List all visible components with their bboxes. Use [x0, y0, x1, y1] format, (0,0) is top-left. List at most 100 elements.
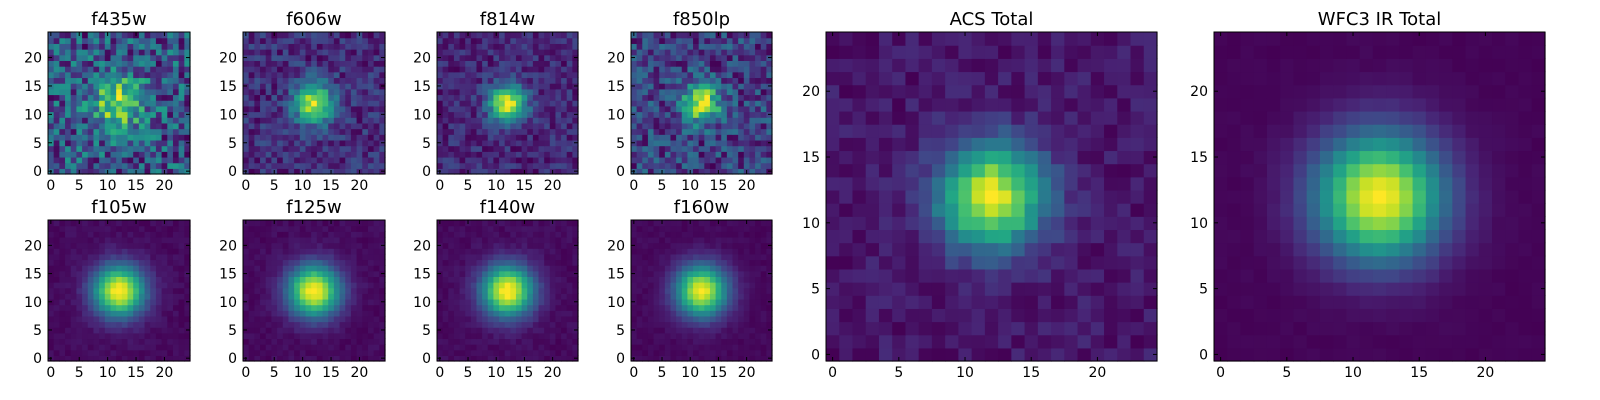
heatmap-cell [138, 145, 146, 152]
heatmap-cell [465, 270, 472, 277]
heatmap-cell [572, 77, 579, 84]
heatmap-cell [437, 236, 444, 244]
heatmap-cell [305, 66, 312, 73]
heatmap-cell [636, 349, 643, 356]
heatmap-cell [532, 100, 540, 107]
heatmap-cell [704, 88, 711, 96]
heatmap-cell [248, 236, 255, 244]
heatmap-cell [367, 270, 375, 277]
heatmap-cell [248, 265, 255, 272]
heatmap-cell [350, 332, 358, 340]
heatmap-cell [738, 94, 745, 101]
heatmap-cell [555, 168, 562, 175]
heatmap-cell [305, 321, 312, 328]
heatmap-cell [93, 168, 100, 175]
heatmap-cell [515, 355, 523, 362]
heatmap-cell [532, 349, 540, 356]
heatmap-cell [288, 66, 295, 73]
heatmap-cell [642, 327, 649, 334]
heatmap-cell [442, 162, 449, 169]
heatmap-cell [465, 66, 472, 73]
heatmap-cell [65, 355, 72, 362]
heatmap-cell [738, 162, 745, 169]
heatmap-cell [178, 321, 185, 328]
heatmap-cell [510, 54, 517, 61]
heatmap-cell [345, 37, 352, 44]
heatmap-cell [493, 145, 500, 152]
heatmap-cell [510, 327, 517, 334]
heatmap-cell [670, 111, 677, 118]
heatmap-cell [248, 77, 255, 84]
heatmap-cell [453, 105, 461, 113]
heatmap-cell [121, 259, 129, 266]
heatmap-cell [138, 122, 146, 130]
heatmap-cell [437, 66, 444, 73]
heatmap-cell [367, 162, 375, 169]
heatmap-cell [356, 43, 363, 50]
heatmap-cell [265, 94, 272, 101]
heatmap-cell [653, 332, 660, 340]
heatmap-cell [271, 77, 278, 84]
heatmap-cell [99, 248, 106, 255]
heatmap-cell [322, 32, 329, 39]
heatmap-cell [311, 168, 318, 175]
heatmap-cell [465, 145, 472, 152]
heatmap-cell [299, 293, 307, 300]
heatmap-cell [282, 71, 290, 79]
heatmap-cell [99, 236, 106, 244]
heatmap-cell [465, 231, 472, 238]
heatmap-cell [104, 298, 112, 306]
heatmap-cell [277, 355, 284, 362]
heatmap-cell [532, 253, 540, 261]
heatmap-cell [155, 49, 163, 56]
heatmap-cell [333, 32, 341, 39]
heatmap-cell [738, 54, 745, 61]
heatmap-cell [738, 66, 745, 73]
heatmap-cell [681, 355, 688, 362]
heatmap-cell [693, 128, 700, 135]
heatmap-cell [65, 139, 72, 147]
heatmap-cell [265, 282, 272, 289]
heatmap-cell [184, 156, 191, 164]
heatmap-cell [265, 162, 272, 169]
heatmap-cell [367, 139, 375, 147]
heatmap-cell [647, 168, 655, 175]
heatmap-cell [65, 71, 72, 79]
heatmap-cell [254, 37, 261, 44]
heatmap-cell [676, 105, 683, 113]
heatmap-cell [681, 66, 688, 73]
heatmap-cell [515, 128, 523, 135]
heatmap-cell [288, 248, 295, 255]
heatmap-cell [333, 315, 341, 323]
heatmap-cell [345, 128, 352, 135]
heatmap-cell [738, 49, 745, 56]
heatmap-cell [521, 43, 528, 50]
heatmap-cell [631, 151, 638, 158]
heatmap-cell [121, 327, 129, 334]
heatmap-cell [322, 128, 329, 135]
heatmap-cell [653, 145, 660, 152]
heatmap-cell [687, 349, 694, 356]
heatmap-cell [693, 168, 700, 175]
heatmap-cell [766, 128, 773, 135]
heatmap-cell [561, 134, 568, 141]
heatmap-cell [339, 225, 346, 232]
heatmap-cell [172, 321, 180, 328]
heatmap-cell [572, 151, 579, 158]
heatmap-cell [178, 32, 185, 39]
heatmap-cell [373, 276, 380, 283]
heatmap-cell [311, 327, 318, 334]
heatmap-cell [260, 94, 267, 101]
heatmap-cell [693, 134, 700, 141]
heatmap-cell [76, 111, 83, 118]
heatmap-cell [254, 293, 261, 300]
heatmap-cell [362, 265, 369, 272]
heatmap-cell [561, 231, 568, 238]
heatmap-cell [572, 94, 579, 101]
heatmap-cell [333, 298, 341, 306]
heatmap-cell [294, 265, 301, 272]
heatmap-cell [277, 168, 284, 175]
heatmap-cell [167, 128, 174, 135]
heatmap-cell [504, 236, 511, 244]
heatmap-cell [76, 37, 83, 44]
